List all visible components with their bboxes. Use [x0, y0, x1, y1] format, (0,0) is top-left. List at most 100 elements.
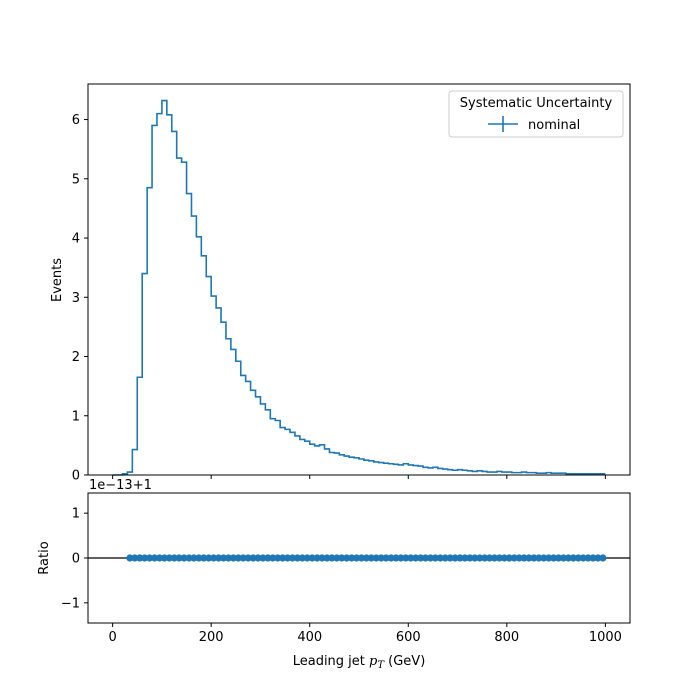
- ratio-point: [574, 554, 582, 562]
- legend-nominal-label: nominal: [528, 118, 580, 133]
- ratio-point: [594, 554, 602, 562]
- legend-title: Systematic Uncertainty: [460, 96, 613, 111]
- ratio-point: [579, 554, 587, 562]
- ratio-point: [515, 554, 523, 562]
- ratio-point: [126, 554, 134, 562]
- ratio-point: [416, 554, 425, 562]
- ratio-point: [412, 554, 420, 562]
- ratio-point: [589, 554, 597, 562]
- ratio-point: [264, 554, 272, 562]
- ratio-x-tick-label: 200: [199, 630, 224, 645]
- ratio-point: [303, 554, 311, 562]
- ratio-point: [234, 554, 242, 562]
- ratio-point: [387, 554, 395, 562]
- ratio-point: [214, 554, 223, 562]
- main-y-tick-label: 1: [72, 409, 80, 424]
- ratio-point: [150, 554, 159, 562]
- main-y-tick-label: 0: [72, 469, 80, 484]
- ratio-point: [333, 554, 341, 562]
- ratio-point: [535, 554, 543, 562]
- main-plot-area: [88, 84, 630, 475]
- ratio-point: [367, 554, 375, 562]
- legend-entry-nominal: nominal: [488, 116, 580, 133]
- ratio-point: [436, 554, 444, 562]
- ratio-point: [308, 554, 316, 562]
- ratio-point: [357, 554, 366, 562]
- main-y-axis-label: Events: [50, 258, 65, 302]
- main-y-tick-label: 5: [72, 172, 80, 187]
- ratio-point: [180, 554, 188, 562]
- ratio-point: [525, 554, 533, 562]
- ratio-point: [259, 554, 267, 562]
- ratio-point: [476, 554, 484, 562]
- ratio-point: [323, 554, 331, 562]
- ratio-point: [599, 554, 607, 562]
- ratio-point: [145, 554, 154, 562]
- ratio-point: [141, 554, 149, 562]
- ratio-x-tick-label: 800: [494, 630, 519, 645]
- ratio-point: [545, 554, 553, 562]
- ratio-point: [431, 554, 439, 562]
- ratio-point: [540, 554, 548, 562]
- ratio-point: [382, 554, 390, 562]
- ratio-point: [185, 554, 193, 562]
- ratio-point: [441, 554, 449, 562]
- ratio-point: [224, 554, 233, 562]
- main-ticks: 0 1 2 3 4 5 6: [72, 113, 606, 484]
- ratio-point: [397, 554, 405, 562]
- nominal-histogram-step-line: [112, 99, 606, 476]
- main-panel: 0 1 2 3 4 5 6 Events Systematic Uncertainty no…: [50, 83, 631, 484]
- ratio-point: [495, 554, 504, 562]
- ratio-point: [190, 554, 198, 562]
- ratio-point: [471, 554, 479, 562]
- main-y-tick-label: 3: [72, 291, 80, 306]
- ratio-point: [485, 554, 494, 562]
- ratio-x-tick-label: 400: [297, 630, 322, 645]
- ratio-point: [550, 554, 558, 562]
- ratio-point: [279, 554, 287, 562]
- ratio-point: [466, 554, 474, 562]
- ratio-x-tick-label: 0: [108, 630, 116, 645]
- ratio-point: [426, 554, 435, 562]
- main-y-tick-label: 4: [72, 232, 80, 247]
- ratio-panel: −1 0 1 0 200 400 600 800 1000 1e−13+1 Ratio Lead…: [37, 478, 631, 671]
- ratio-point: [210, 554, 218, 562]
- ratio-offset-text: 1e−13+1: [89, 478, 152, 493]
- ratio-point: [313, 554, 321, 562]
- ratio-x-tick-label: 1000: [589, 630, 622, 645]
- ratio-axes-frame: [87, 492, 631, 624]
- ratio-point: [372, 554, 380, 562]
- ratio-point: [490, 554, 499, 562]
- ratio-point: [456, 554, 464, 562]
- ratio-point: [170, 554, 178, 562]
- ratio-point: [530, 554, 538, 562]
- ratio-point: [298, 554, 306, 562]
- ratio-point: [451, 554, 459, 562]
- ratio-point: [200, 554, 208, 562]
- ratio-point: [269, 554, 277, 562]
- ratio-point: [155, 554, 164, 562]
- x-axis-label-sub: T: [377, 660, 385, 671]
- ratio-point: [584, 554, 592, 562]
- ratio-point: [402, 554, 410, 562]
- ratio-point: [505, 554, 513, 562]
- ratio-point: [283, 554, 292, 562]
- ratio-point: [254, 554, 262, 562]
- ratio-point: [288, 554, 297, 562]
- ratio-point: [392, 554, 400, 562]
- x-axis-label-var: p: [369, 654, 378, 669]
- main-axes-frame: [87, 83, 631, 476]
- ratio-point: [362, 554, 370, 562]
- ratio-point: [175, 554, 183, 562]
- ratio-point: [377, 554, 385, 562]
- ratio-point: [274, 554, 282, 562]
- ratio-point: [569, 554, 577, 562]
- ratio-y-tick-label: −1: [61, 596, 80, 611]
- ratio-x-tick-label: 600: [396, 630, 421, 645]
- ratio-point: [500, 554, 508, 562]
- ratio-point: [239, 554, 247, 562]
- ratio-point: [421, 554, 430, 562]
- ratio-point: [318, 554, 326, 562]
- ratio-point: [136, 554, 144, 562]
